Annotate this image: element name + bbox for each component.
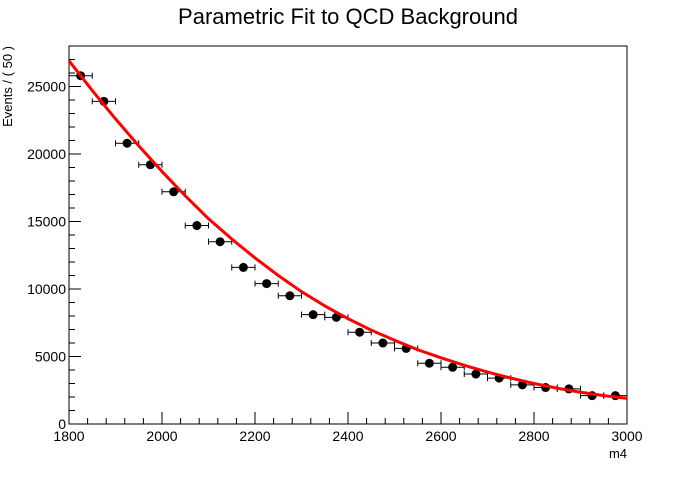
data-point — [440, 362, 465, 372]
x-tick-label: 2400 — [332, 428, 363, 444]
data-marker — [169, 187, 179, 197]
x-axis-ticks: 1800 2000 2200 2400 2600 2800 3000 — [53, 412, 643, 444]
data-marker — [262, 279, 272, 289]
data-marker — [192, 221, 202, 231]
x-tick-label: 2200 — [239, 428, 270, 444]
y-axis-ticks: 0 5000 10000 15000 20000 25000 — [27, 45, 81, 432]
data-marker — [215, 237, 225, 247]
fit-curve — [67, 59, 628, 400]
x-axis-label: m4 — [609, 446, 627, 461]
data-point — [347, 327, 372, 337]
x-tick-label: 3000 — [611, 428, 642, 444]
data-point — [161, 187, 186, 197]
x-tick-label: 1800 — [53, 428, 84, 444]
y-tick-label: 5000 — [35, 349, 66, 365]
x-tick-label: 2800 — [518, 428, 549, 444]
data-marker — [448, 362, 458, 372]
chart-title: Parametric Fit to QCD Background — [178, 4, 518, 29]
data-point — [370, 338, 395, 348]
x-tick-label: 2600 — [425, 428, 456, 444]
data-marker — [424, 358, 434, 368]
data-point — [254, 279, 279, 289]
y-tick-label: 0 — [58, 416, 66, 432]
data-points — [68, 71, 628, 401]
data-point — [301, 310, 326, 320]
plot-frame — [68, 45, 628, 425]
x-tick-label: 2000 — [146, 428, 177, 444]
y-tick-label: 15000 — [27, 214, 66, 230]
data-point — [231, 262, 256, 272]
data-marker — [378, 338, 388, 348]
data-marker — [238, 262, 248, 272]
data-point — [208, 237, 233, 247]
data-point — [417, 358, 442, 368]
y-tick-label: 20000 — [27, 146, 66, 162]
y-tick-label: 10000 — [27, 281, 66, 297]
y-tick-label: 25000 — [27, 79, 66, 95]
y-axis-label: Events / ( 50 ) — [0, 46, 15, 127]
data-marker — [122, 138, 132, 148]
data-marker — [308, 310, 318, 320]
data-point — [277, 291, 302, 301]
data-point — [184, 221, 209, 231]
data-marker — [285, 291, 295, 301]
data-marker — [471, 369, 481, 379]
data-marker — [355, 327, 365, 337]
